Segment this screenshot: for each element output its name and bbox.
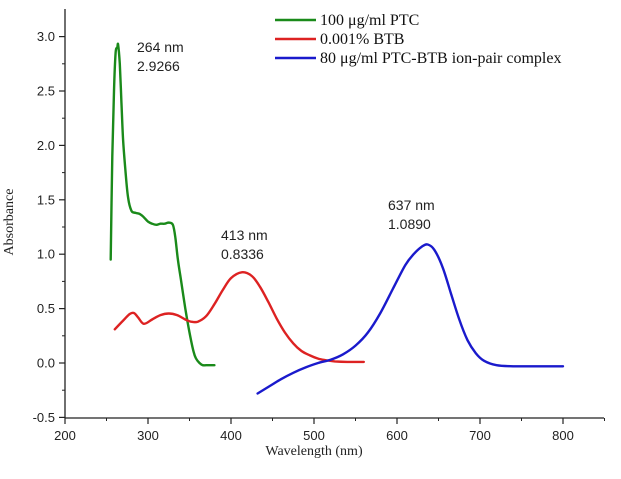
x-tick-label: 400: [220, 428, 242, 443]
x-tick-label: 500: [303, 428, 325, 443]
series-line-2: [113, 271, 365, 364]
legend: 100 μg/ml PTC 0.001% BTB 80 μg/ml PTC-BTB …: [275, 12, 561, 67]
peak-annotation-absorbance: 1.0890: [388, 216, 431, 232]
y-tick-label: 2.0: [37, 138, 55, 153]
x-tick-label: 800: [552, 428, 574, 443]
series-line-3: [256, 243, 565, 395]
x-tick-label: 300: [137, 428, 159, 443]
y-axis-title: Absorbance: [2, 189, 17, 256]
peak-annotation-wavelength: 413 nm: [221, 227, 268, 243]
peak-annotation-absorbance: 0.8336: [221, 246, 264, 262]
peak-annotation-wavelength: 264 nm: [137, 39, 184, 55]
y-tick-label: 0.0: [37, 356, 55, 371]
y-tick-label: 0.5: [37, 301, 55, 316]
peak-annotation-absorbance: 2.9266: [137, 58, 180, 74]
peak-annotations: 264 nm 2.9266 413 nm 0.8336 637 nm 1.0890: [137, 39, 435, 262]
x-tick-label: 200: [54, 428, 76, 443]
y-tick-label: 1.5: [37, 192, 55, 207]
x-tick-label: 600: [386, 428, 408, 443]
y-tick-label: -0.5: [33, 410, 55, 425]
y-tick-label: 3.0: [37, 29, 55, 44]
y-tick-label: 1.0: [37, 247, 55, 262]
legend-label: 0.001% BTB: [320, 31, 404, 48]
legend-label: 100 μg/ml PTC: [320, 12, 419, 29]
y-axis: -0.5 0.0 0.5 1.0 1.5 2.0 2.5 3.0: [33, 9, 66, 425]
series-layer: [109, 42, 565, 395]
x-axis-title: Wavelength (nm): [265, 444, 363, 459]
peak-annotation-wavelength: 637 nm: [388, 197, 435, 213]
series-line-1: [109, 42, 216, 367]
legend-label: 80 μg/ml PTC-BTB ion-pair complex: [320, 50, 561, 67]
y-tick-label: 2.5: [37, 84, 55, 99]
x-axis: 200 300 400 500 600 700 800: [54, 417, 605, 443]
x-tick-label: 700: [469, 428, 491, 443]
